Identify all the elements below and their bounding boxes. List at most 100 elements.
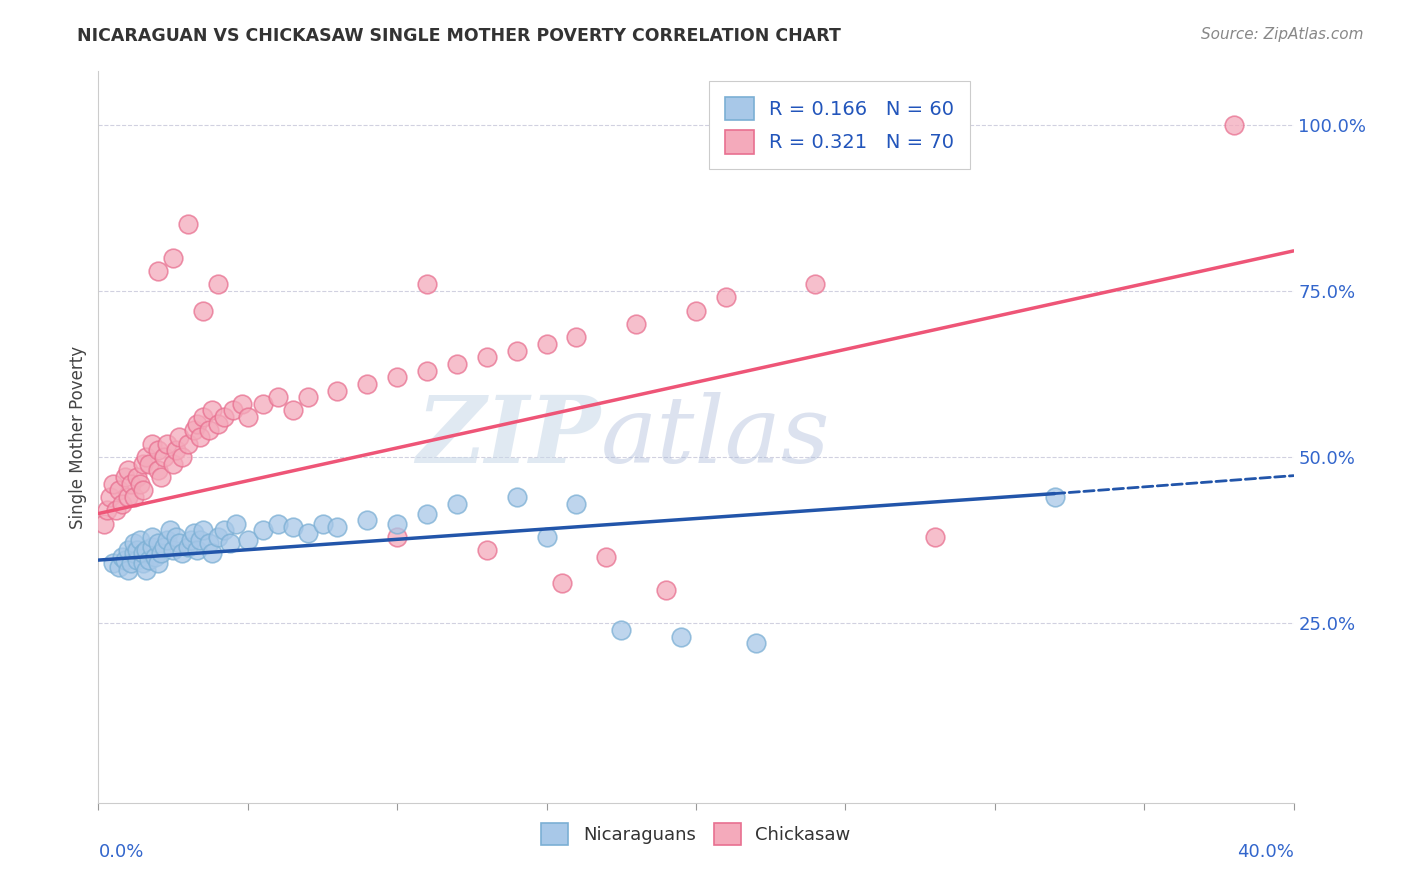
Point <box>96 503 118 517</box>
Point <box>416 507 439 521</box>
Point <box>385 530 409 544</box>
Point <box>162 543 184 558</box>
Point <box>162 457 184 471</box>
Point <box>356 513 378 527</box>
Point <box>191 410 214 425</box>
Point <box>924 530 946 544</box>
Point <box>150 470 173 484</box>
Point <box>475 543 498 558</box>
Point <box>550 576 572 591</box>
Point <box>1223 118 1246 132</box>
Point <box>207 530 229 544</box>
Point <box>186 417 208 431</box>
Point <box>326 384 349 398</box>
Point <box>536 530 558 544</box>
Text: 0.0%: 0.0% <box>98 843 143 861</box>
Point <box>198 424 221 438</box>
Point <box>212 523 235 537</box>
Point <box>685 303 707 318</box>
Point <box>129 533 152 548</box>
Point <box>132 457 155 471</box>
Point <box>626 317 648 331</box>
Point <box>98 490 122 504</box>
Point <box>536 337 558 351</box>
Point <box>191 303 214 318</box>
Point <box>207 417 229 431</box>
Point <box>156 436 179 450</box>
Point <box>117 563 139 577</box>
Point <box>153 540 176 554</box>
Point <box>745 636 768 650</box>
Point <box>138 553 160 567</box>
Point <box>108 483 131 498</box>
Point <box>120 476 142 491</box>
Point <box>150 546 173 560</box>
Point <box>141 530 163 544</box>
Point <box>159 523 181 537</box>
Point <box>138 457 160 471</box>
Point <box>167 430 190 444</box>
Point <box>385 516 409 531</box>
Point <box>162 251 184 265</box>
Point <box>183 424 205 438</box>
Point <box>212 410 235 425</box>
Point <box>222 403 245 417</box>
Point <box>148 463 170 477</box>
Point <box>506 343 529 358</box>
Point <box>804 277 827 292</box>
Point <box>127 543 149 558</box>
Point <box>93 516 115 531</box>
Point <box>416 277 439 292</box>
Point <box>281 403 304 417</box>
Point <box>124 490 146 504</box>
Point <box>655 582 678 597</box>
Point <box>186 543 208 558</box>
Point <box>143 549 166 564</box>
Point <box>114 553 136 567</box>
Point <box>595 549 617 564</box>
Point <box>506 490 529 504</box>
Point <box>198 536 221 550</box>
Point <box>188 533 211 548</box>
Point <box>236 533 259 548</box>
Point <box>165 530 187 544</box>
Y-axis label: Single Mother Poverty: Single Mother Poverty <box>69 345 87 529</box>
Point <box>177 436 200 450</box>
Point <box>172 546 194 560</box>
Point <box>177 217 200 231</box>
Point <box>103 557 125 571</box>
Point <box>475 351 498 365</box>
Point <box>565 497 588 511</box>
Point <box>124 536 146 550</box>
Point <box>231 397 253 411</box>
Point <box>103 476 125 491</box>
Point <box>117 463 139 477</box>
Point <box>135 563 157 577</box>
Point <box>177 540 200 554</box>
Point <box>148 557 170 571</box>
Point <box>356 376 378 391</box>
Point <box>281 520 304 534</box>
Point <box>117 543 139 558</box>
Point <box>111 549 134 564</box>
Point <box>114 470 136 484</box>
Text: NICARAGUAN VS CHICKASAW SINGLE MOTHER POVERTY CORRELATION CHART: NICARAGUAN VS CHICKASAW SINGLE MOTHER PO… <box>77 27 841 45</box>
Point <box>165 443 187 458</box>
Point <box>127 470 149 484</box>
Point <box>120 557 142 571</box>
Point <box>141 436 163 450</box>
Point <box>129 476 152 491</box>
Point <box>111 497 134 511</box>
Point <box>311 516 333 531</box>
Legend: Nicaraguans, Chickasaw: Nicaraguans, Chickasaw <box>534 816 858 852</box>
Point <box>267 516 290 531</box>
Point <box>183 526 205 541</box>
Point <box>207 277 229 292</box>
Point <box>326 520 349 534</box>
Point <box>201 403 224 417</box>
Point <box>105 503 128 517</box>
Point <box>135 543 157 558</box>
Point <box>148 536 170 550</box>
Point <box>191 523 214 537</box>
Point <box>297 390 319 404</box>
